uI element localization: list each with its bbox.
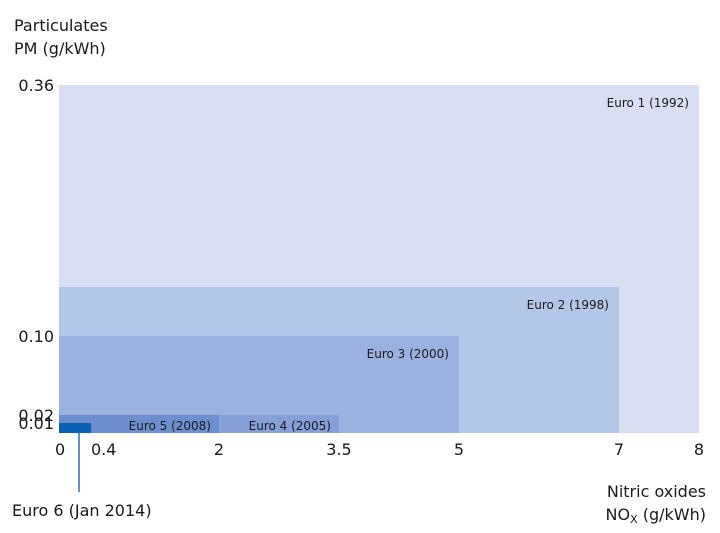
x-tick-label: 5 [454,440,464,459]
label-euro-5-2008: Euro 5 (2008) [129,419,211,433]
label-euro-4-2005: Euro 4 (2005) [249,419,331,433]
x-tick-label: 0.4 [91,440,116,459]
y-tick-label: 0.36 [18,76,54,95]
x-tick-label: 3.5 [326,440,351,459]
y-axis-label: Particulates PM (g/kWh) [14,14,108,60]
standard-boxes [59,85,699,433]
x-axis-label-prefix: NO [605,505,631,524]
x-tick-label: 0 [55,440,65,459]
x-tick-label: 2 [214,440,224,459]
x-axis-label-suffix: (g/kWh) [637,505,706,524]
label-euro-1-1992: Euro 1 (1992) [607,96,689,110]
x-tick-labels: 0 0.4 2 3.5 5 7 8 [55,440,704,459]
euro6-callout: Euro 6 (Jan 2014) [12,433,152,520]
x-axis-label-line2: NOX (g/kWh) [606,503,706,531]
y-tick-label: 0.02 [18,406,54,425]
label-euro-6-jan-2014: Euro 6 (Jan 2014) [12,501,152,520]
y-tick-labels: 0.010.02 0.10 0.36 [18,76,54,433]
x-tick-label: 8 [694,440,704,459]
y-axis-label-line2: PM (g/kWh) [14,39,106,58]
label-euro-2-1998: Euro 2 (1998) [527,298,609,312]
y-tick-label: 0.10 [18,327,54,346]
x-axis-label-subscript: X [630,513,638,526]
x-axis-label: Nitric oxides NOX (g/kWh) [606,480,706,531]
label-euro-3-2000: Euro 3 (2000) [367,347,449,361]
box-euro-6-jan-2014 [59,423,91,433]
standard-labels: Euro 1 (1992) Euro 2 (1998) Euro 3 (2000) E… [129,96,689,433]
y-axis-label-line1: Particulates [14,16,108,35]
x-tick-label: 7 [614,440,624,459]
box-euro-5-2008 [59,415,219,433]
y-tick-label: 0.01 [18,414,54,433]
x-axis-label-line1: Nitric oxides [606,482,706,501]
